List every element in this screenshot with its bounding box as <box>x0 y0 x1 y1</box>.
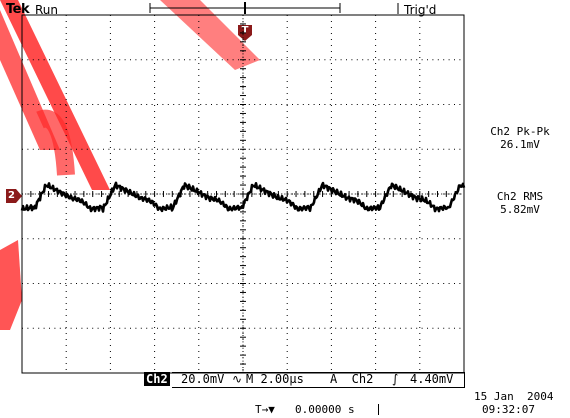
trigger-state: Trig'd <box>404 3 437 17</box>
ch2-waveform-trace <box>20 181 466 213</box>
measurement-label: Ch2 Pk-Pk <box>490 125 550 138</box>
channel-badge[interactable]: Ch2 <box>144 372 170 386</box>
trigger-slope-icon: ⨛ <box>392 372 399 386</box>
brand-logo: Tek <box>6 2 30 17</box>
measurement-pk-pk: Ch2 Pk-Pk 26.1mV <box>470 125 570 151</box>
footer-divider <box>378 404 379 415</box>
time: 09:32:07 <box>482 403 535 416</box>
status-bar-frame <box>172 372 465 388</box>
measurement-value: 5.82mV <box>500 203 540 216</box>
measurement-label: Ch2 RMS <box>496 190 544 203</box>
trigger-position-readout: 0.00000 s <box>295 403 355 416</box>
trigger-position-icon: T→▼ <box>255 403 275 416</box>
channel-2-ground-marker-icon[interactable] <box>6 189 22 203</box>
volts-per-div: 20.0mV <box>181 372 225 386</box>
measurement-value: 26.1mV <box>500 138 540 151</box>
bandwidth-limit-icon: ∿ <box>232 372 243 386</box>
trigger-level: 4.40mV <box>410 372 454 386</box>
channel-2-marker-label: 2 <box>8 190 15 201</box>
date: 15 Jan 2004 <box>474 390 554 403</box>
trigger-position-marker-label: T <box>241 25 249 36</box>
trigger-source: A Ch2 <box>330 372 374 386</box>
timebase: M 2.00µs <box>246 372 304 386</box>
acquisition-state: Run <box>35 3 59 17</box>
record-position-bar <box>149 2 399 14</box>
measurement-rms: Ch2 RMS 5.82mV <box>470 190 570 216</box>
